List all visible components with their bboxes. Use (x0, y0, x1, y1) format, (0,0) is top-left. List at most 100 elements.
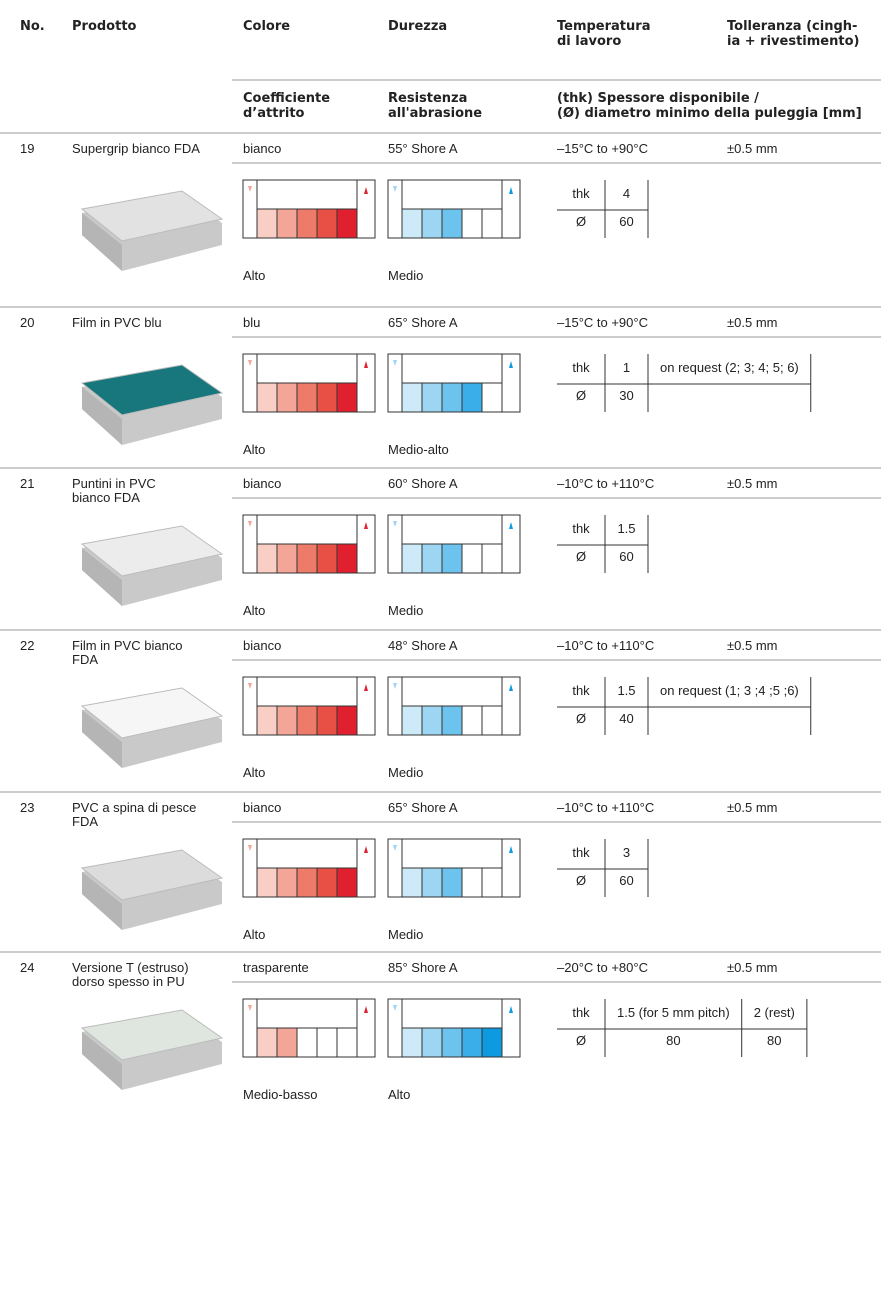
gauge-cell (296, 382, 318, 413)
subcolumn-header: (Ø) diametro minimo della puleggia [mm] (557, 106, 862, 121)
gauge-cell (481, 382, 503, 413)
gauge-arrow-high (509, 361, 513, 368)
gauge-cell (256, 382, 278, 413)
friction-label: Alto (243, 765, 265, 780)
diameter-label: Ø (576, 549, 586, 564)
gauge-cell (336, 1027, 358, 1058)
subcolumn-header: d’attrito (243, 106, 305, 121)
gauge-cell (336, 208, 358, 239)
subcolumn-header: (thk) Spessore disponibile / (557, 91, 759, 106)
thickness-value: 1.5 (617, 521, 635, 536)
gauge-arrow-high (509, 846, 513, 853)
gauge-arrow-high (364, 1006, 368, 1013)
sample-front (82, 710, 122, 768)
row-number: 23 (20, 800, 34, 815)
product-name: Puntini in PVC (72, 476, 156, 491)
gauge-cell (441, 382, 463, 413)
gauge-arrow-low (248, 1005, 252, 1011)
gauge-cell (421, 867, 443, 898)
product-image (80, 849, 224, 930)
column-header: di lavoro (557, 34, 621, 49)
gauge-arrow-low (248, 683, 252, 689)
diameter-value: 80 (767, 1033, 781, 1048)
thickness-value: 4 (623, 186, 630, 201)
diameter-label: Ø (576, 388, 586, 403)
temperature: –20°C to +80°C (557, 960, 648, 975)
column-header: ia + rivestimento) (727, 34, 859, 49)
gauge-cell (421, 705, 443, 736)
gauge-arrow-high (364, 522, 368, 529)
gauge-cell (441, 208, 463, 239)
hardness: 60° Shore A (388, 476, 458, 491)
column-header: Prodotto (72, 19, 137, 34)
gauge-cell (256, 208, 278, 239)
temperature: –15°C to +90°C (557, 141, 648, 156)
subcolumn-header: all'abrasione (388, 106, 482, 121)
product-name: FDA (72, 652, 98, 667)
gauge-arrow-high (509, 684, 513, 691)
thickness-label: thk (572, 1005, 590, 1020)
gauge-arrow-low (393, 1005, 397, 1011)
gauge-cell (276, 867, 298, 898)
gauge-arrow-high (364, 187, 368, 194)
diameter-value: 60 (619, 214, 633, 229)
gauge-cell (481, 543, 503, 574)
gauge-cell (421, 543, 443, 574)
row-number: 19 (20, 141, 34, 156)
gauge-cell (316, 1027, 338, 1058)
gauge-arrow-high (364, 846, 368, 853)
product-name: FDA (72, 814, 98, 829)
gauge-cell (421, 1027, 443, 1058)
diameter-value: 60 (619, 549, 633, 564)
thickness-label: thk (572, 521, 590, 536)
sample-top (80, 364, 224, 416)
tolerance: ±0.5 mm (727, 638, 777, 653)
gauge-cell (276, 1027, 298, 1058)
temperature: –10°C to +110°C (557, 800, 654, 815)
product-name: Film in PVC bianco (72, 638, 183, 653)
product-name: Supergrip bianco FDA (72, 141, 200, 156)
thickness-value: 3 (623, 845, 630, 860)
gauge-cell (256, 705, 278, 736)
thickness-label: thk (572, 186, 590, 201)
diameter-label: Ø (576, 711, 586, 726)
gauge-cell (401, 208, 423, 239)
gauge-cell (461, 1027, 483, 1058)
column-header: Colore (243, 19, 290, 34)
gauge-cell (316, 543, 338, 574)
friction-label: Alto (243, 268, 265, 283)
gauge-cell (421, 208, 443, 239)
subcolumn-header: Resistenza (388, 91, 467, 106)
gauge-arrow-high (509, 187, 513, 194)
gauge-arrow-low (248, 845, 252, 851)
column-header: Tolleranza (cingh- (727, 19, 857, 34)
gauge-cell (296, 1027, 318, 1058)
color: bianco (243, 800, 281, 815)
gauge-arrow-low (393, 360, 397, 366)
color: bianco (243, 638, 281, 653)
friction-label: Alto (243, 927, 265, 942)
gauge-cell (316, 705, 338, 736)
gauge-cell (441, 867, 463, 898)
abrasion-label: Alto (388, 1087, 410, 1102)
gauge-arrow-low (248, 360, 252, 366)
thickness-label: thk (572, 360, 590, 375)
gauge-arrow-low (393, 845, 397, 851)
sample-top (80, 1009, 224, 1061)
diameter-value: 30 (619, 388, 633, 403)
gauge-cell (336, 867, 358, 898)
gauge-cell (401, 543, 423, 574)
diameter-value: 80 (666, 1033, 680, 1048)
temperature: –10°C to +110°C (557, 638, 654, 653)
row-number: 24 (20, 960, 34, 975)
gauge-cell (296, 705, 318, 736)
product-name: bianco FDA (72, 490, 140, 505)
gauge-cell (421, 382, 443, 413)
abrasion-label: Medio (388, 765, 423, 780)
hardness: 55° Shore A (388, 141, 458, 156)
gauge-cell (256, 867, 278, 898)
friction-label: Alto (243, 442, 265, 457)
gauge-cell (336, 705, 358, 736)
product-image (80, 525, 224, 606)
temperature: –10°C to +110°C (557, 476, 654, 491)
